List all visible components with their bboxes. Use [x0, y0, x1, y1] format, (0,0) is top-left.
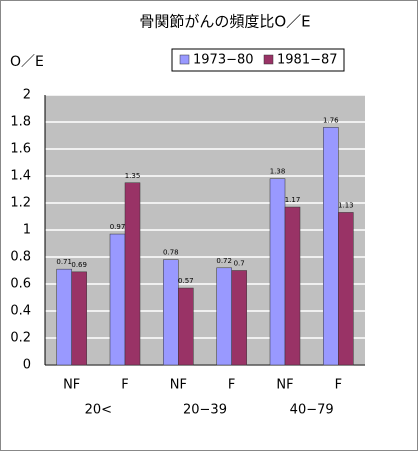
y-axis-label: O／E — [10, 54, 44, 70]
legend-swatch — [263, 54, 274, 65]
data-label: 1.13 — [338, 201, 354, 209]
group-label: 40−79 — [290, 403, 334, 418]
data-label: 1.35 — [125, 172, 141, 180]
data-label: 0.78 — [163, 249, 179, 257]
chart-title: 骨関節がんの頻度比O／E — [139, 13, 310, 31]
data-label: 0.57 — [178, 277, 194, 285]
bar — [109, 233, 126, 366]
x-tick-label: F — [121, 378, 128, 393]
bar — [323, 127, 339, 366]
bar — [163, 259, 179, 366]
data-label: 0.69 — [71, 261, 87, 269]
y-tick-label: 0.8 — [10, 250, 31, 265]
x-tick-label: F — [228, 378, 235, 393]
bar — [269, 178, 286, 366]
data-label: 1.38 — [270, 168, 286, 176]
bar — [338, 212, 354, 366]
y-tick-label: 0 — [23, 358, 31, 373]
y-tick-label: 2 — [23, 88, 31, 103]
group-label: 20−39 — [183, 403, 227, 418]
y-tick-label: 0.4 — [10, 304, 31, 319]
group-label: 20< — [85, 403, 112, 418]
x-tick-label: NF — [276, 378, 293, 393]
y-tick-label: 1.8 — [10, 115, 31, 130]
x-tick-label: F — [335, 378, 342, 393]
x-tick-label: NF — [63, 378, 80, 393]
data-label: 1.76 — [323, 116, 339, 124]
legend-label: 1981−87 — [277, 53, 338, 68]
y-tick-label: 1.2 — [10, 196, 31, 211]
legend-box — [171, 48, 345, 72]
y-tick-label: 1.4 — [10, 169, 31, 184]
bar — [216, 267, 232, 366]
data-label: 0.97 — [110, 223, 126, 231]
bar — [284, 206, 301, 366]
x-tick-label: NF — [170, 378, 187, 393]
legend-swatch — [179, 54, 190, 65]
bar — [178, 287, 194, 366]
y-tick-label: 0.6 — [10, 277, 31, 292]
bar — [56, 268, 72, 366]
y-tick-label: 1.6 — [10, 142, 31, 157]
data-label: 1.17 — [285, 196, 301, 204]
legend-label: 1973−80 — [193, 53, 254, 68]
y-tick-label: 0.2 — [10, 331, 31, 346]
data-label: 0.7 — [234, 260, 245, 268]
data-label: 0.71 — [56, 258, 72, 266]
bar — [231, 270, 247, 366]
bar — [71, 271, 87, 366]
y-tick-label: 1 — [23, 223, 31, 238]
bar — [124, 182, 141, 366]
data-label: 0.72 — [216, 257, 232, 265]
